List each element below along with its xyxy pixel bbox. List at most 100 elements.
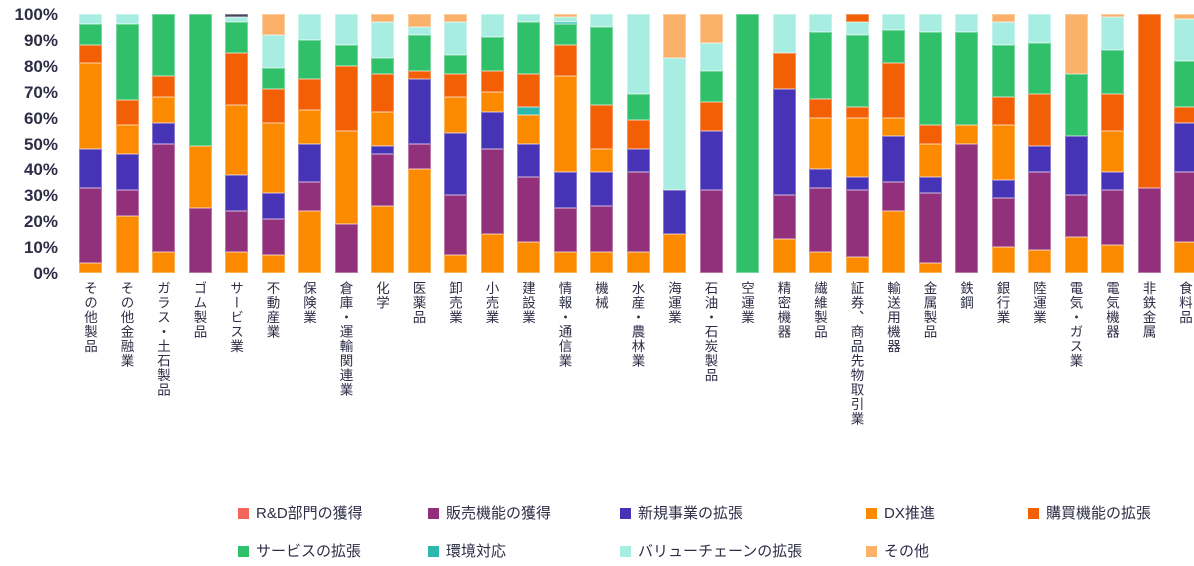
bar-segment bbox=[626, 14, 650, 95]
bar bbox=[298, 14, 321, 273]
bar-segment bbox=[955, 143, 978, 273]
bar-segment bbox=[1137, 187, 1161, 273]
bar bbox=[261, 14, 285, 273]
bar-segment bbox=[407, 14, 431, 27]
bar-segment bbox=[517, 143, 540, 178]
legend-label: R&D部門の獲得 bbox=[256, 504, 363, 522]
legend-label: サービスの拡張 bbox=[256, 542, 362, 560]
bar-segment bbox=[553, 16, 577, 22]
legend-item: R&D部門の獲得 bbox=[238, 503, 363, 523]
bar-segment bbox=[772, 89, 796, 196]
bar-segment bbox=[1101, 50, 1124, 95]
bar-segment bbox=[444, 133, 467, 196]
bar-segment bbox=[845, 34, 869, 108]
bar-segment bbox=[1174, 14, 1194, 20]
bar bbox=[918, 14, 942, 273]
bar-segment bbox=[1174, 122, 1194, 172]
bar-segment bbox=[882, 29, 905, 64]
bar-segment bbox=[809, 187, 832, 253]
bar bbox=[334, 14, 358, 273]
legend-item: その他 bbox=[866, 541, 929, 561]
bar-segment bbox=[699, 102, 723, 131]
x-category-label: 空運業 bbox=[739, 281, 754, 325]
bar-segment bbox=[772, 14, 796, 53]
bar-segment bbox=[407, 169, 431, 273]
bar-segment bbox=[845, 177, 869, 191]
bar-segment bbox=[225, 210, 248, 253]
bar-segment bbox=[517, 73, 540, 108]
bar-segment bbox=[1101, 244, 1124, 273]
y-tick-label: 50% bbox=[23, 134, 58, 154]
bar-segment bbox=[298, 182, 321, 211]
y-tick-label: 80% bbox=[23, 56, 58, 76]
bar-segment bbox=[517, 115, 540, 144]
bar-segment bbox=[553, 14, 577, 17]
bar bbox=[79, 14, 102, 273]
y-tick-label: 0% bbox=[33, 264, 58, 283]
bar-segment bbox=[298, 143, 321, 183]
bar-segment bbox=[407, 26, 431, 35]
bar-segment bbox=[918, 14, 942, 33]
bar-segment bbox=[626, 172, 650, 253]
bar-segment bbox=[809, 32, 832, 100]
bar-segment bbox=[517, 177, 540, 242]
bar-segment bbox=[444, 73, 467, 97]
bar bbox=[517, 14, 540, 273]
bar-segment bbox=[334, 130, 358, 224]
bar bbox=[809, 14, 832, 273]
legend-label: 新規事業の拡張 bbox=[638, 504, 744, 522]
legend-swatch-icon bbox=[866, 545, 877, 557]
bar-segment bbox=[1101, 14, 1124, 17]
x-category-label: 化学 bbox=[374, 281, 389, 310]
bar-segment bbox=[918, 192, 942, 263]
bar bbox=[188, 14, 212, 273]
bar-segment bbox=[809, 99, 832, 118]
bar-segment bbox=[517, 21, 540, 74]
bar-segment bbox=[882, 135, 905, 183]
bar bbox=[772, 14, 796, 273]
bar-segment bbox=[553, 208, 577, 253]
x-category-label: 繊維製品 bbox=[812, 281, 827, 339]
bar-segment bbox=[1064, 73, 1088, 136]
bar-segment bbox=[955, 125, 978, 144]
bar-segment bbox=[882, 14, 905, 30]
x-category-label: 倉庫・運輸関連業 bbox=[337, 281, 353, 397]
x-category-label: 電気機器 bbox=[1104, 281, 1119, 339]
bar-segment bbox=[298, 39, 321, 79]
bar-segment bbox=[663, 234, 686, 273]
legend-label: 購買機能の拡張 bbox=[1046, 504, 1152, 522]
bar bbox=[371, 14, 394, 273]
bar-segment bbox=[772, 195, 796, 240]
bar-segment bbox=[845, 190, 869, 258]
bar-segment bbox=[225, 14, 248, 17]
x-category-label: サービス業 bbox=[228, 281, 243, 354]
bar-segment bbox=[1174, 60, 1194, 108]
bar-segment bbox=[480, 234, 504, 273]
legend-label: バリューチェーンの拡張 bbox=[638, 542, 803, 560]
bar bbox=[882, 14, 905, 273]
bar-segment bbox=[553, 24, 577, 46]
bar bbox=[991, 14, 1015, 273]
bar-segment bbox=[79, 14, 102, 25]
bar-segment bbox=[334, 45, 358, 66]
bar-segment bbox=[371, 153, 394, 206]
legend-item: バリューチェーンの拡張 bbox=[620, 541, 802, 561]
bar-segment bbox=[590, 205, 613, 253]
bar-segment bbox=[261, 218, 285, 255]
bar-segment bbox=[845, 21, 869, 35]
bar-segment bbox=[845, 107, 869, 118]
bar-segment bbox=[517, 14, 540, 22]
bar-segment bbox=[371, 146, 394, 154]
bar-segment bbox=[991, 247, 1015, 273]
legend-label: その他 bbox=[884, 542, 930, 560]
bar-segment bbox=[225, 174, 248, 211]
bar-segment bbox=[882, 63, 905, 118]
bar-segment bbox=[79, 63, 102, 149]
bar-segment bbox=[699, 42, 723, 71]
y-tick-label: 10% bbox=[23, 238, 58, 258]
bar-segment bbox=[480, 112, 504, 149]
bar-segment bbox=[882, 182, 905, 211]
bar-segment bbox=[444, 254, 467, 273]
x-category-label: 情報・通信業 bbox=[556, 281, 572, 368]
bar-segment bbox=[517, 241, 540, 273]
